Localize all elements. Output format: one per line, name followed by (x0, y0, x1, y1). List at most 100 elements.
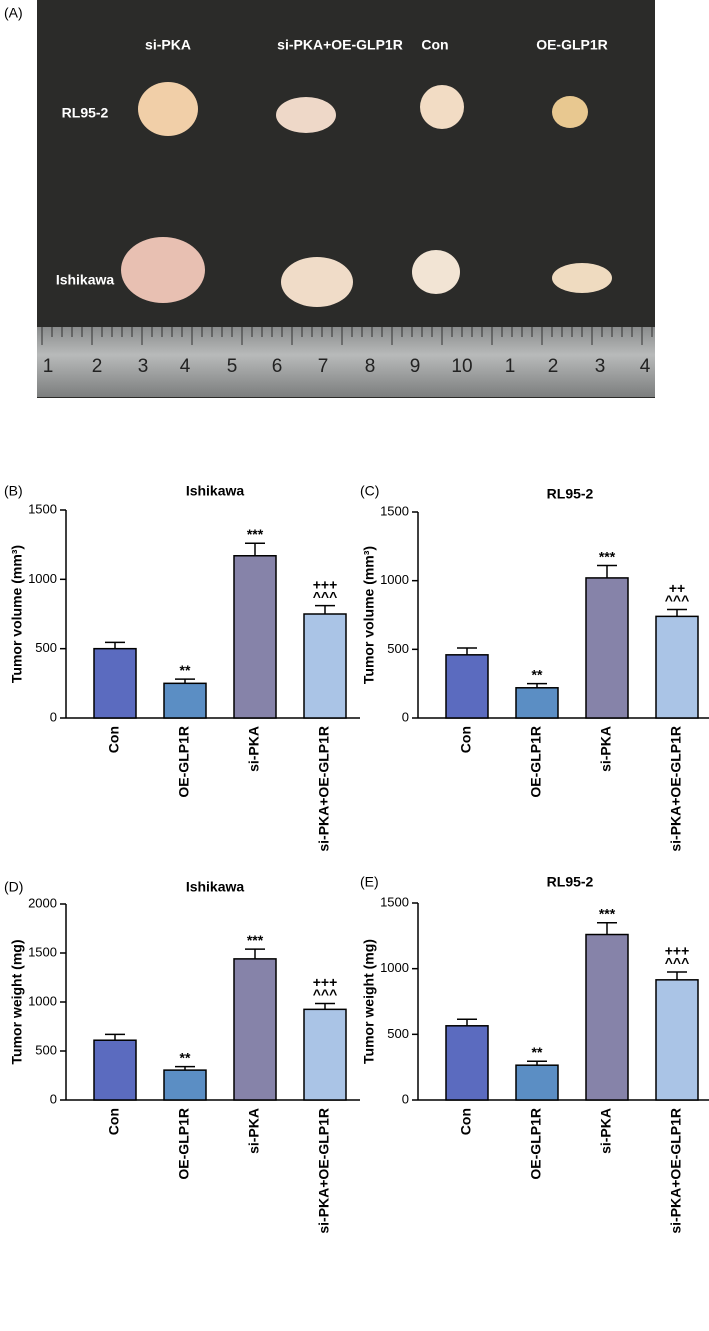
x-tick-label: si-PKA (598, 1108, 614, 1154)
bar (515, 687, 559, 719)
significance-label: *** (247, 526, 264, 542)
bar (303, 613, 347, 719)
ruler-label: 1 (43, 356, 54, 377)
y-tick-label: 1000 (380, 572, 409, 587)
y-tick-label: 500 (35, 640, 57, 655)
tumor (121, 237, 205, 303)
ruler-label: 9 (410, 356, 421, 377)
panel-label: (E) (360, 874, 379, 890)
y-tick-label: 1500 (28, 944, 57, 959)
tumor (412, 250, 460, 294)
y-tick-label: 500 (387, 1026, 409, 1041)
tumor (420, 85, 464, 129)
x-tick-label: Con (458, 1108, 474, 1135)
significance-label: *** (599, 905, 616, 921)
bar (515, 1064, 559, 1101)
y-tick-label: 1000 (28, 993, 57, 1008)
bar (163, 682, 207, 719)
y-tick-label: 1500 (28, 501, 57, 516)
significance-label: ^^^ (313, 986, 338, 1002)
bar (655, 615, 699, 719)
x-tick-label: OE-GLP1R (176, 726, 192, 798)
y-tick-label: 0 (402, 709, 409, 724)
y-tick-label: 1500 (380, 894, 409, 909)
bar (585, 577, 629, 719)
significance-label: ** (532, 666, 543, 682)
ruler-label: 5 (227, 356, 238, 377)
significance-label: ++ (669, 580, 685, 596)
ruler-label: 8 (365, 356, 376, 377)
bar (163, 1069, 207, 1101)
y-tick-label: 500 (35, 1042, 57, 1057)
x-tick-label: si-PKA+OE-GLP1R (316, 1108, 332, 1234)
tumor (552, 96, 588, 128)
bar (233, 958, 277, 1101)
bar (233, 555, 277, 719)
bar (93, 647, 137, 719)
significance-label: *** (599, 548, 616, 564)
row-label: Ishikawa (56, 272, 115, 288)
row-label: RL95-2 (62, 105, 109, 121)
x-tick-label: Con (106, 1108, 122, 1135)
group-label: OE-GLP1R (536, 37, 608, 53)
significance-label: ** (180, 662, 191, 678)
x-tick-label: Con (106, 726, 122, 753)
bar (585, 933, 629, 1101)
ruler-label: 4 (180, 356, 191, 377)
x-tick-label: OE-GLP1R (176, 1108, 192, 1180)
y-axis-label: Tumor weight (mg) (361, 939, 377, 1064)
bar (655, 979, 699, 1101)
ruler-label: 2 (92, 356, 103, 377)
chart-title: RL95-2 (547, 874, 594, 890)
panel-label: (A) (4, 5, 23, 21)
chart-title: RL95-2 (547, 486, 594, 502)
panel-label: (D) (4, 879, 23, 895)
bar (303, 1008, 347, 1101)
group-label: Con (421, 37, 448, 53)
x-tick-label: OE-GLP1R (528, 726, 544, 798)
bar (93, 1039, 137, 1101)
y-tick-label: 1000 (28, 571, 57, 586)
ruler-label: 2 (548, 356, 559, 377)
bar (445, 1025, 489, 1101)
y-tick-label: 1500 (380, 503, 409, 518)
x-tick-label: si-PKA (246, 1108, 262, 1154)
ruler-label: 4 (640, 356, 651, 377)
ruler-label: 3 (595, 356, 606, 377)
x-tick-label: si-PKA+OE-GLP1R (668, 1108, 684, 1234)
ruler-label: 3 (138, 356, 149, 377)
y-tick-label: 0 (402, 1091, 409, 1106)
ruler-label: 1 (505, 356, 516, 377)
significance-label: *** (247, 932, 264, 948)
y-axis-label: Tumor volume (mm³) (361, 546, 377, 684)
tumor (138, 82, 198, 136)
tumor (281, 257, 353, 307)
y-axis-label: Tumor weight (mg) (9, 940, 25, 1065)
ruler-label: 10 (451, 356, 472, 377)
significance-label: +++ (313, 576, 338, 592)
significance-label: ^^^ (665, 592, 690, 608)
y-tick-label: 0 (50, 709, 57, 724)
significance-label: +++ (313, 974, 338, 990)
significance-label: ^^^ (313, 588, 338, 604)
significance-label: ** (180, 1049, 191, 1065)
significance-label: +++ (665, 943, 690, 959)
significance-label: ** (532, 1044, 543, 1060)
ruler-label: 7 (318, 356, 329, 377)
x-tick-label: si-PKA (598, 726, 614, 772)
significance-label: ^^^ (665, 955, 690, 971)
chart-title: Ishikawa (186, 483, 245, 499)
y-tick-label: 500 (387, 641, 409, 656)
group-label: si-PKA+OE-GLP1R (277, 37, 403, 53)
bar (445, 654, 489, 719)
y-tick-label: 2000 (28, 895, 57, 910)
ruler-label: 6 (272, 356, 283, 377)
ruler (37, 327, 655, 397)
tumor (276, 97, 336, 133)
x-tick-label: si-PKA+OE-GLP1R (316, 726, 332, 852)
x-tick-label: OE-GLP1R (528, 1108, 544, 1180)
tumor-photo: si-PKA si-PKA+OE-GLP1R Con OE-GLP1R RL95-2 Is… (37, 0, 655, 398)
x-tick-label: si-PKA+OE-GLP1R (668, 726, 684, 852)
chart-title: Ishikawa (186, 879, 245, 895)
